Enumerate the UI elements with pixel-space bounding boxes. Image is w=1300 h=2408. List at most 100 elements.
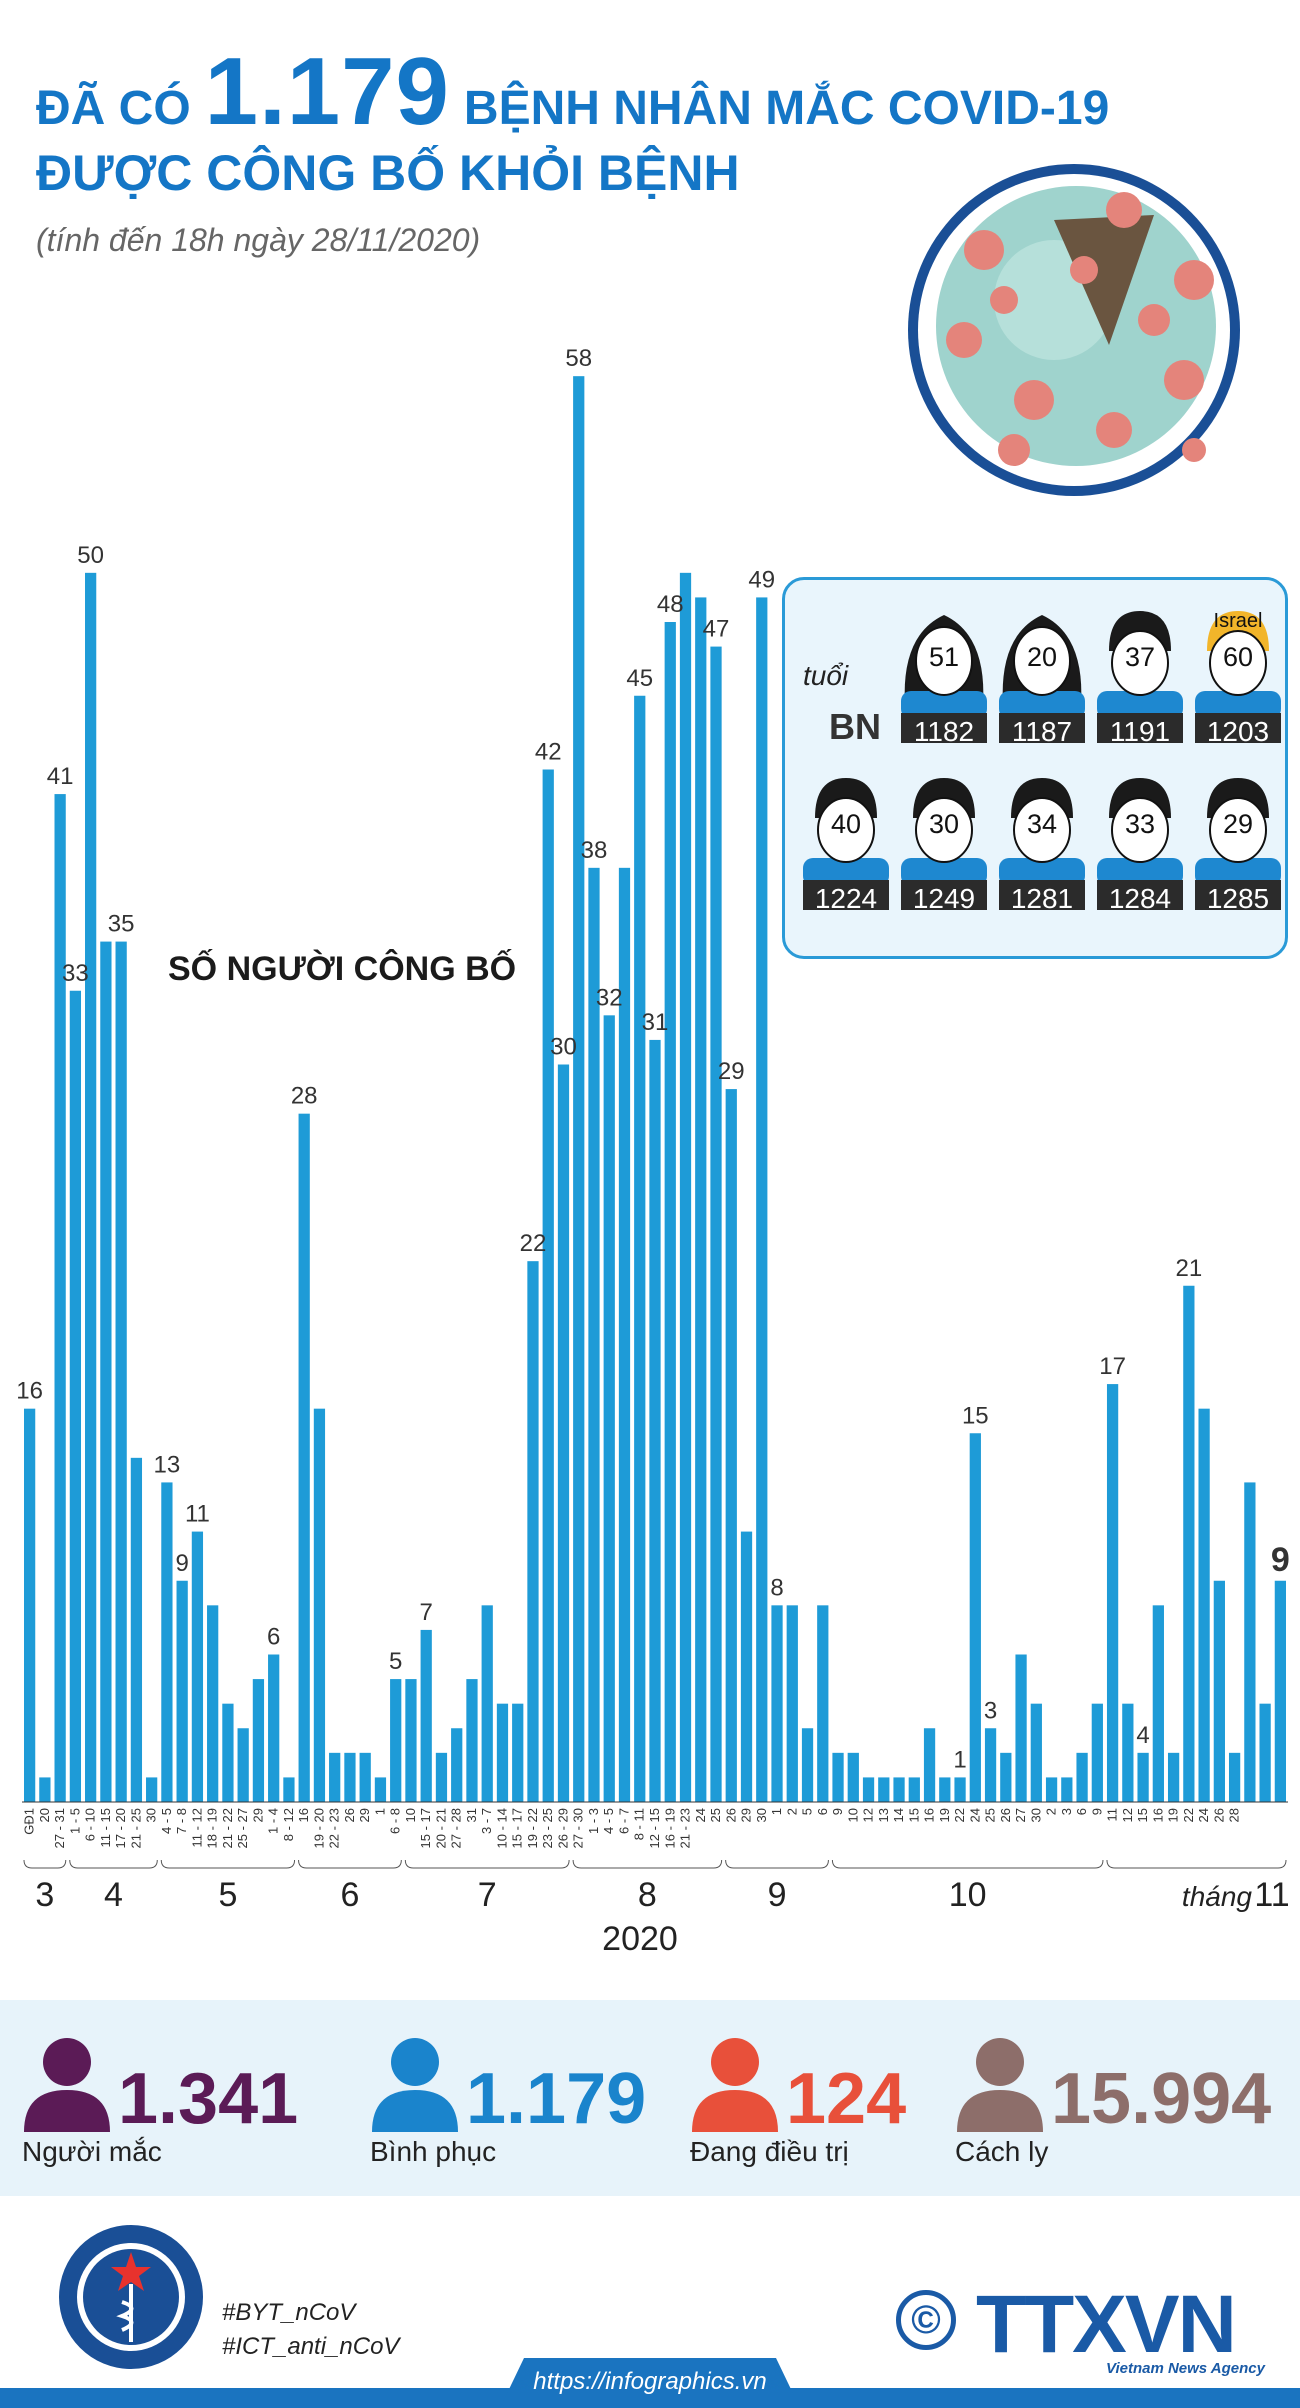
bar xyxy=(1183,1285,1195,1802)
stat-value: 15.994 xyxy=(1051,2059,1272,2139)
bar xyxy=(969,1433,981,1802)
stats-bar: 1.341 Người mắc 1.179 Bình phục 124 Đang điều… xyxy=(0,2000,1300,2196)
tick-label: 15 xyxy=(1135,1808,1150,1822)
bar xyxy=(1137,1752,1149,1802)
value-label: 29 xyxy=(718,1058,745,1085)
headline-rest: BỆNH NHÂN MẮC COVID-19 xyxy=(463,82,1110,135)
bar xyxy=(207,1605,219,1802)
tick-label: 26 xyxy=(723,1808,738,1822)
hashtag[interactable]: #ICT_anti_nCoV xyxy=(222,2333,400,2360)
bar xyxy=(710,646,722,1802)
patient-nationality: Israel xyxy=(1213,610,1263,632)
patient-card: 30 1249 xyxy=(897,762,991,914)
tick-label: 6 - 7 xyxy=(616,1808,631,1834)
value-label: 38 xyxy=(581,837,608,864)
male-avatar-icon xyxy=(999,778,1085,910)
bar xyxy=(786,1605,798,1802)
tick-label: 12 xyxy=(861,1808,876,1822)
tick-label: 29 xyxy=(357,1808,372,1822)
patient-id: 1249 xyxy=(912,883,976,914)
patient-card: 51 1182 xyxy=(897,595,991,747)
value-label: 21 xyxy=(1176,1255,1203,1282)
patient-card: 60 1203 Israel xyxy=(1191,595,1285,747)
value-label: 41 xyxy=(47,763,74,790)
bar xyxy=(237,1728,249,1802)
bar xyxy=(298,1113,310,1802)
tick-label: 23 - 25 xyxy=(540,1808,555,1848)
bar xyxy=(542,769,554,1802)
tick-label: 8 - 11 xyxy=(632,1808,647,1840)
person-icon xyxy=(24,2038,110,2132)
tick-label: 11 - 12 xyxy=(189,1808,204,1848)
tick-label: 15 - 17 xyxy=(510,1808,525,1848)
tick-label: 24 xyxy=(1196,1808,1211,1822)
patient-id: 1187 xyxy=(1011,716,1073,747)
agency-subtitle: Vietnam News Agency xyxy=(1106,2360,1265,2377)
person-icon xyxy=(372,2038,458,2132)
bar xyxy=(817,1605,829,1802)
month-bracket xyxy=(160,1859,296,1869)
tick-label: 16 xyxy=(922,1808,937,1822)
bar xyxy=(573,376,585,1803)
bar xyxy=(374,1777,387,1802)
bar xyxy=(664,622,676,1802)
tick-label: 11 xyxy=(1105,1808,1120,1822)
bar xyxy=(679,572,692,1802)
value-label: 11 xyxy=(185,1501,210,1528)
value-label: 35 xyxy=(108,911,135,938)
bar xyxy=(405,1679,417,1802)
month-bracket xyxy=(69,1859,158,1869)
patient-age: 33 xyxy=(1124,809,1156,839)
bar xyxy=(161,1482,173,1802)
month-label: 5 xyxy=(218,1876,237,1914)
tick-label: 1 - 3 xyxy=(586,1808,601,1834)
bar xyxy=(359,1752,371,1802)
tick-label: 4 - 5 xyxy=(159,1808,174,1834)
bar-chart: 1641335035139116285722423058383245314847… xyxy=(16,345,1290,1958)
patient-id: 1224 xyxy=(814,883,878,914)
tick-label: 26 xyxy=(998,1808,1013,1822)
month-bracket xyxy=(831,1859,1104,1869)
hashtag[interactable]: #BYT_nCoV xyxy=(222,2299,356,2326)
bar xyxy=(954,1777,966,1802)
patient-panel: tuổi BN 51 1182 20 1187 37 1191 60 1203 Israel 40… xyxy=(782,577,1288,959)
patient-card: 37 1191 xyxy=(1093,595,1187,747)
male-avatar-icon xyxy=(803,778,889,910)
month-bracket xyxy=(725,1859,829,1869)
value-label: 47 xyxy=(703,616,730,643)
stat-label: Người mắc xyxy=(22,2136,162,2167)
tick-label: 8 - 12 xyxy=(281,1808,296,1841)
female-avatar-icon xyxy=(999,615,1085,743)
tick-label: 21 - 25 xyxy=(128,1808,143,1848)
virus-illustration xyxy=(908,164,1240,496)
footer-url[interactable]: https://infographics.vn xyxy=(533,2368,767,2395)
bar xyxy=(512,1703,524,1802)
tick-label: 7 - 8 xyxy=(174,1808,189,1834)
tick-label: 20 xyxy=(37,1808,52,1822)
tick-label: 20 - 21 xyxy=(433,1808,448,1848)
tick-label: 3 xyxy=(1059,1808,1074,1815)
month-suffix: tháng xyxy=(1182,1881,1252,1912)
copyright-icon: © xyxy=(896,2290,956,2350)
value-label: 45 xyxy=(626,665,653,692)
value-label: 17 xyxy=(1099,1353,1126,1380)
month-label: 3 xyxy=(35,1876,54,1914)
value-label: 9 xyxy=(1271,1541,1290,1579)
bar xyxy=(878,1777,890,1802)
month-label: 7 xyxy=(478,1876,497,1914)
tick-label: 2 xyxy=(1044,1808,1059,1815)
tick-label: 6 xyxy=(815,1808,830,1815)
tick-label: 29 xyxy=(250,1808,265,1822)
tick-label: 15 xyxy=(906,1808,921,1822)
subtitle: (tính đến 18h ngày 28/11/2020) xyxy=(36,222,481,258)
male-avatar-icon xyxy=(1097,778,1183,910)
tick-label: 27 xyxy=(1013,1808,1028,1822)
headline: ĐÃ CÓ 1.179 BỆNH NHÂN MẮC COVID-19 ĐƯỢC … xyxy=(36,44,1110,199)
bar xyxy=(1167,1752,1180,1802)
bar xyxy=(466,1679,478,1802)
bar xyxy=(1030,1703,1042,1802)
bar xyxy=(390,1679,402,1802)
month-bracket xyxy=(23,1859,67,1869)
male-avatar-icon xyxy=(1195,778,1281,910)
tick-label: 1 - 5 xyxy=(67,1808,82,1834)
